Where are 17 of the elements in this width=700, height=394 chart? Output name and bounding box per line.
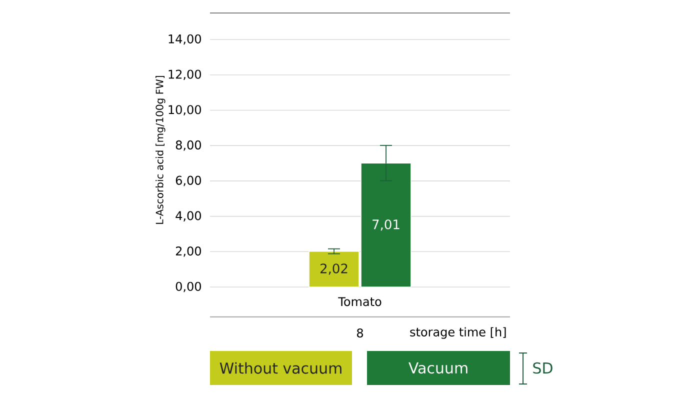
data-label: 2,02 (320, 264, 348, 275)
y-tick-label: 6,00 (176, 176, 202, 186)
y-tick-label: 2,00 (176, 246, 202, 257)
y-tick-label: 10,00 (168, 105, 201, 116)
y-tick-label: 14,00 (168, 34, 201, 45)
text: Vacuum (408, 362, 468, 374)
y-tick-label: 0,00 (176, 282, 202, 292)
x-tick-label: Tomato (338, 297, 382, 306)
y-axis-title: L-Ascorbic acid [mg/100g FW] (156, 76, 166, 224)
text: storage time [h] (410, 327, 506, 339)
data-label: 7,01 (372, 219, 400, 231)
y-tick-label: 12,00 (168, 70, 201, 80)
y-tick-label: 8,00 (176, 140, 202, 151)
text: Without vacuum (220, 362, 342, 374)
text: 8 (357, 328, 363, 338)
text: SD (533, 362, 552, 374)
y-tick-label: 4,00 (176, 211, 202, 222)
